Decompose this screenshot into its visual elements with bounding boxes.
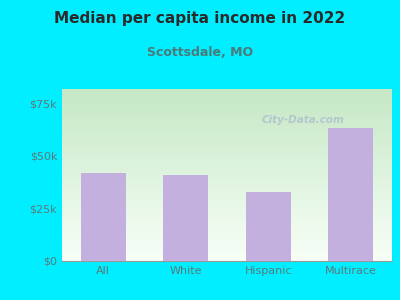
Bar xyxy=(80,172,126,261)
Bar xyxy=(328,128,374,261)
Text: Scottsdale, MO: Scottsdale, MO xyxy=(147,46,253,59)
Bar xyxy=(163,175,208,261)
Text: City-Data.com: City-Data.com xyxy=(262,115,344,124)
Bar xyxy=(246,192,291,261)
Text: Median per capita income in 2022: Median per capita income in 2022 xyxy=(54,11,346,26)
